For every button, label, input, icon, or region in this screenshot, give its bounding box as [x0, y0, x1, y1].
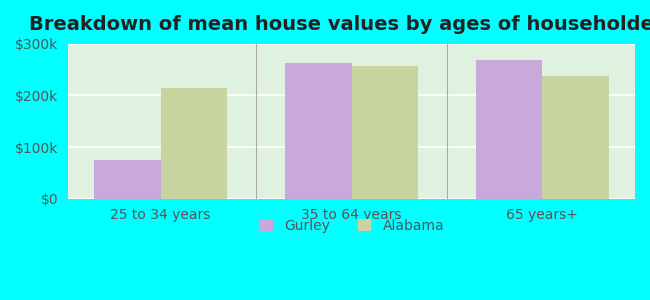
Bar [352, 66, 419, 199]
Bar [285, 64, 352, 199]
Bar [542, 76, 609, 199]
Bar [161, 88, 228, 199]
Bar [94, 160, 161, 199]
Legend: Gurley, Alabama: Gurley, Alabama [254, 213, 450, 238]
Title: Breakdown of mean house values by ages of householders: Breakdown of mean house values by ages o… [29, 15, 650, 34]
Bar [476, 60, 542, 199]
